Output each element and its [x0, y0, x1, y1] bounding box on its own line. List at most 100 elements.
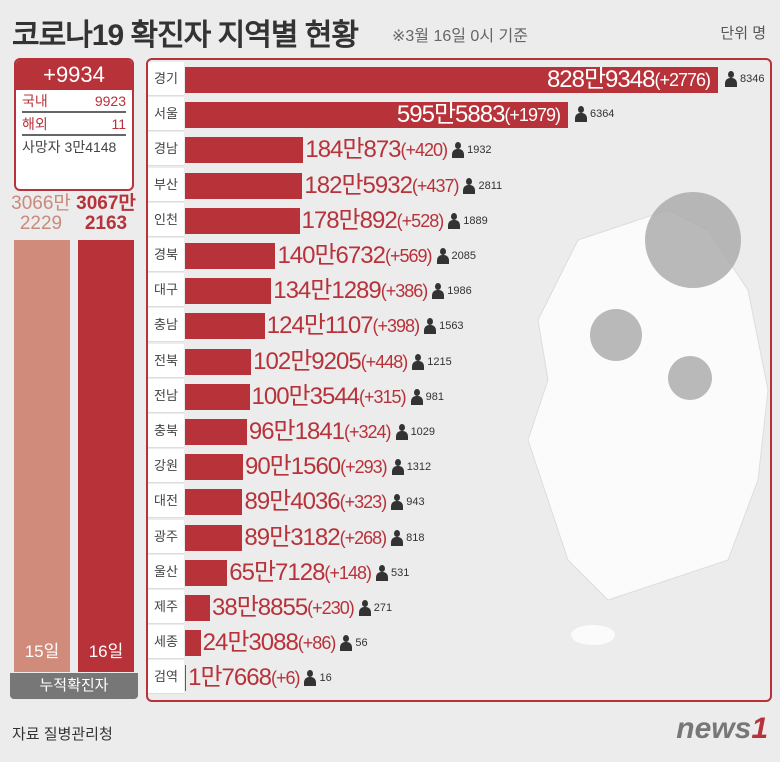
chart-row-8: 전북 102만9205 (+448) 1215: [148, 343, 770, 378]
chart-row-0: 경기 828만9348 (+2776) 8346: [148, 62, 770, 96]
increase-value: (+315): [359, 386, 407, 407]
bar: [185, 172, 303, 199]
deaths-value: 1932: [467, 144, 492, 157]
day-label: 15일: [24, 642, 60, 661]
cumulative-curr-label: 3067만 2163: [76, 193, 136, 234]
person-icon: [448, 212, 461, 229]
deaths-value: 531: [390, 566, 410, 579]
cumulative-value: 90만1560: [244, 453, 341, 481]
increase-value: (+6): [270, 668, 300, 689]
region-label: 부산: [148, 167, 184, 202]
value-label: 90만1560 (+293) 1312: [245, 452, 431, 482]
increase-value: (+268): [339, 527, 388, 548]
increase-value: (+86): [297, 633, 337, 654]
bar: [185, 137, 304, 164]
deaths-value: 8346: [740, 73, 765, 85]
bar: [185, 524, 243, 551]
chart-row-10: 충북 96만1841 (+324) 1029: [148, 414, 770, 448]
overseas-value: 11: [111, 116, 126, 132]
news1-logo: news1: [676, 712, 768, 745]
deaths-value: 2085: [451, 250, 476, 262]
chart-row-9: 전남 100만3544 (+315) 981: [148, 378, 770, 413]
region-label: 경기: [148, 62, 184, 96]
value-label: 595만5883 (+1979): [396, 100, 561, 130]
cumulative-prev-label: 3066만 2229: [11, 193, 71, 234]
value-label: 38만8855 (+230) 271: [212, 593, 392, 623]
increase-value: (+420): [400, 140, 449, 161]
cumulative-value: 24만3088: [202, 629, 299, 657]
deaths-value: 16: [319, 672, 332, 685]
page-title: 코로나19 확진자 지역별 현황: [12, 19, 359, 52]
bar: [185, 278, 272, 305]
value-label: 89만3182 (+268) 818: [244, 523, 424, 553]
increase-value: (+2776): [654, 70, 711, 90]
deaths-value: 1563: [439, 320, 464, 333]
value-label: 828만9348 (+2776): [547, 65, 711, 95]
bar: [185, 454, 243, 481]
region-label: 인천: [148, 202, 184, 237]
deaths-value: 2811: [478, 179, 503, 192]
cumulative-value: 102만9205: [253, 347, 362, 375]
chart-row-16: 세종 24만3088 (+86) 56: [148, 625, 770, 660]
chart-row-1: 서울 595만5883 (+1979) 6364: [148, 97, 770, 132]
bar: [185, 630, 201, 657]
person-icon: [424, 318, 437, 335]
region-label: 대구: [148, 273, 184, 308]
chart-row-11: 강원 90만1560 (+293) 1312: [148, 449, 770, 484]
increase-value: (+386): [380, 281, 429, 302]
deaths-value: 271: [373, 602, 393, 614]
domestic-row: 국내 9923: [22, 90, 126, 113]
cumulative-value: 184만873: [305, 136, 401, 164]
value-label: 89만4036 (+323) 943: [244, 487, 424, 517]
overseas-label: 해외: [22, 116, 48, 132]
value-label: 178만892 (+528) 1889: [302, 206, 488, 236]
region-label: 검역: [148, 660, 184, 695]
region-label: 전북: [148, 343, 184, 378]
bar: [185, 67, 718, 93]
cumulative-prev-bar: 15일: [14, 240, 70, 672]
cumulative-value: 1만7668: [188, 664, 272, 692]
deaths-value: 981: [425, 390, 444, 403]
region-label: 서울: [148, 97, 184, 132]
increase-value: (+398): [372, 316, 421, 337]
person-icon: [358, 600, 371, 616]
value-label: 96만1841 (+324) 1029: [249, 417, 435, 447]
deaths-value: 56: [355, 637, 368, 650]
region-label: 경북: [148, 238, 184, 272]
chart-row-3: 부산 182만5932 (+437) 2811: [148, 167, 770, 202]
cumulative-value: 89만3182: [244, 523, 340, 551]
source-label: 자료 질병관리청: [12, 726, 113, 743]
increase-value: (+148): [324, 562, 372, 583]
unit-label: 단위 명: [720, 25, 766, 42]
deaths-value: 1889: [463, 214, 488, 227]
regional-chart: 경기 828만9348 (+2776) 8346 서울 595만5883 (+1979)…: [146, 58, 772, 702]
chart-row-4: 인천 178만892 (+528) 1889: [148, 202, 770, 237]
day-label: 16일: [88, 642, 124, 661]
person-icon: [395, 424, 408, 440]
person-icon: [391, 459, 404, 476]
bar: [185, 665, 187, 692]
increase-value: (+569): [384, 246, 433, 266]
value-label: 100만3544 (+315) 981: [252, 382, 444, 412]
person-icon: [304, 670, 317, 687]
value-label: 184만873 (+420) 1932: [305, 135, 491, 165]
cumulative-value: 595만5883: [396, 101, 506, 129]
deaths-value: 6364: [589, 108, 615, 121]
chart-row-17: 검역 1만7668 (+6) 16: [148, 660, 770, 695]
domestic-value: 9923: [94, 93, 126, 109]
person-icon: [436, 248, 449, 264]
region-label: 광주: [148, 519, 184, 554]
bar: [185, 595, 210, 621]
region-label: 충북: [148, 414, 184, 448]
bar: [185, 559, 228, 586]
cumulative-curr-bar: 16일: [78, 240, 134, 672]
deaths-value: 3만4148: [64, 139, 117, 155]
increase-value: (+528): [396, 210, 445, 231]
region-label: 전남: [148, 378, 184, 413]
value-label: 24만3088 (+86) 56: [203, 628, 368, 658]
bar: [185, 348, 252, 375]
cumulative-value: 124만1107: [266, 312, 374, 340]
bar: [185, 102, 568, 129]
person-icon: [412, 353, 425, 370]
cumulative-value: 182만5932: [304, 171, 413, 199]
